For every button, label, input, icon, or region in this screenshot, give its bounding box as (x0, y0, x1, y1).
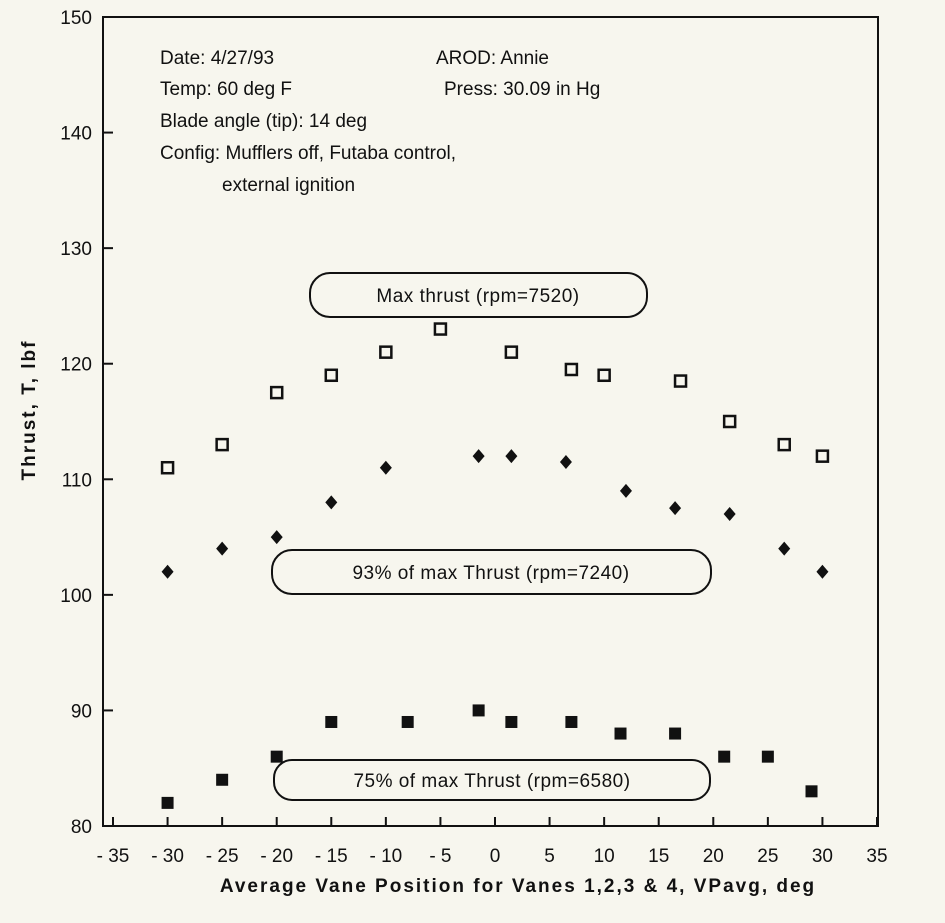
info-config-cont: external ignition (222, 175, 355, 196)
marker-93-thrust (816, 564, 829, 579)
x-tick-label: 0 (490, 846, 501, 867)
info-temp: Temp: 60 deg F (160, 79, 292, 100)
series-label-max: Max thrust (rpm=7520) (376, 286, 579, 307)
marker-93-thrust (270, 530, 283, 545)
x-axis-title: Average Vane Position for Vanes 1,2,3 & … (220, 876, 816, 897)
x-tick-label: - 15 (315, 846, 348, 867)
y-tick-label: 120 (60, 355, 92, 376)
marker-75-thrust (805, 785, 818, 798)
marker-93-thrust (559, 454, 572, 469)
x-tick-label: 15 (648, 846, 669, 867)
marker-93-thrust (216, 541, 229, 556)
marker-93-thrust (505, 449, 518, 464)
x-tick-label: - 30 (151, 846, 184, 867)
x-tick-label: - 25 (206, 846, 239, 867)
x-tick-label: - 5 (429, 846, 451, 867)
x-tick-label: 5 (544, 846, 555, 867)
plot-area (102, 16, 879, 827)
marker-93-thrust (161, 564, 174, 579)
x-tick-label: - 10 (369, 846, 402, 867)
series-labels: Max thrust (rpm=7520) 93% of max Thrust … (271, 272, 712, 801)
data-points (160, 322, 830, 809)
marker-75-thrust (161, 796, 174, 809)
y-tick-label: 130 (60, 239, 92, 260)
series-label-box-75 (273, 759, 711, 801)
info-blade-angle: Blade angle (tip): 14 deg (160, 111, 367, 132)
series-label-75: 75% of max Thrust (rpm=6580) (353, 771, 630, 792)
info-arod: AROD: Annie (436, 48, 549, 69)
marker-93-thrust (723, 506, 736, 521)
x-tick-label: 20 (703, 846, 724, 867)
marker-max-thrust (815, 449, 830, 463)
marker-75-thrust (505, 715, 518, 728)
y-tick-label: 110 (62, 470, 92, 491)
marker-93-thrust (472, 449, 485, 464)
marker-75-thrust (669, 727, 682, 740)
info-press: Press: 30.09 in Hg (444, 79, 600, 100)
axes: - 35 - 30 - 25 - 20 - 15 - 10 - 5 0 5 10 15 20 25 30 3… (60, 8, 887, 867)
marker-max-thrust (160, 460, 175, 475)
y-tick-label: 90 (71, 701, 92, 722)
marker-93-thrust (379, 460, 392, 475)
y-axis-title: Thrust, T, lbf (19, 340, 40, 481)
marker-75-thrust (270, 750, 283, 763)
x-tick-label: 35 (866, 846, 887, 867)
marker-93-thrust (778, 541, 791, 556)
series-label-93: 93% of max Thrust (rpm=7240) (352, 563, 629, 584)
series-label-box-93 (271, 549, 712, 595)
marker-max-thrust (269, 385, 284, 400)
marker-75-thrust (401, 715, 414, 728)
marker-75-thrust (472, 704, 485, 717)
marker-max-thrust (433, 322, 448, 336)
info-block: Date: 4/27/93 AROD: Annie Temp: 60 deg F… (160, 48, 600, 196)
x-tick-label: - 35 (97, 846, 130, 867)
y-tick-label: 150 (60, 8, 92, 29)
marker-max-thrust (722, 414, 737, 429)
marker-max-thrust (504, 345, 519, 359)
x-tick-label: - 20 (260, 846, 293, 867)
y-tick-label: 140 (60, 124, 92, 145)
marker-max-thrust (597, 368, 611, 383)
marker-max-thrust (777, 437, 791, 452)
marker-93-thrust (325, 495, 338, 510)
info-date: Date: 4/27/93 (160, 48, 274, 69)
marker-max-thrust (324, 368, 339, 383)
marker-75-thrust (718, 750, 731, 763)
marker-75-thrust (565, 715, 578, 728)
marker-max-thrust (673, 374, 688, 388)
marker-93-thrust (669, 501, 682, 516)
x-tick-label: 30 (812, 846, 833, 867)
series-label-box-max (309, 272, 648, 318)
marker-max-thrust (564, 362, 579, 377)
marker-93-thrust (619, 483, 632, 498)
marker-75-thrust (325, 715, 338, 728)
y-tick-label: 100 (60, 586, 92, 607)
y-tick-label: 80 (71, 817, 92, 838)
x-tick-label: 25 (757, 846, 778, 867)
marker-75-thrust (614, 727, 627, 740)
x-tick-label: 10 (594, 846, 615, 867)
marker-max-thrust (379, 345, 393, 359)
info-config: Config: Mufflers off, Futaba control, (160, 143, 456, 164)
marker-75-thrust (761, 750, 774, 763)
marker-max-thrust (215, 437, 229, 452)
marker-75-thrust (216, 773, 229, 786)
